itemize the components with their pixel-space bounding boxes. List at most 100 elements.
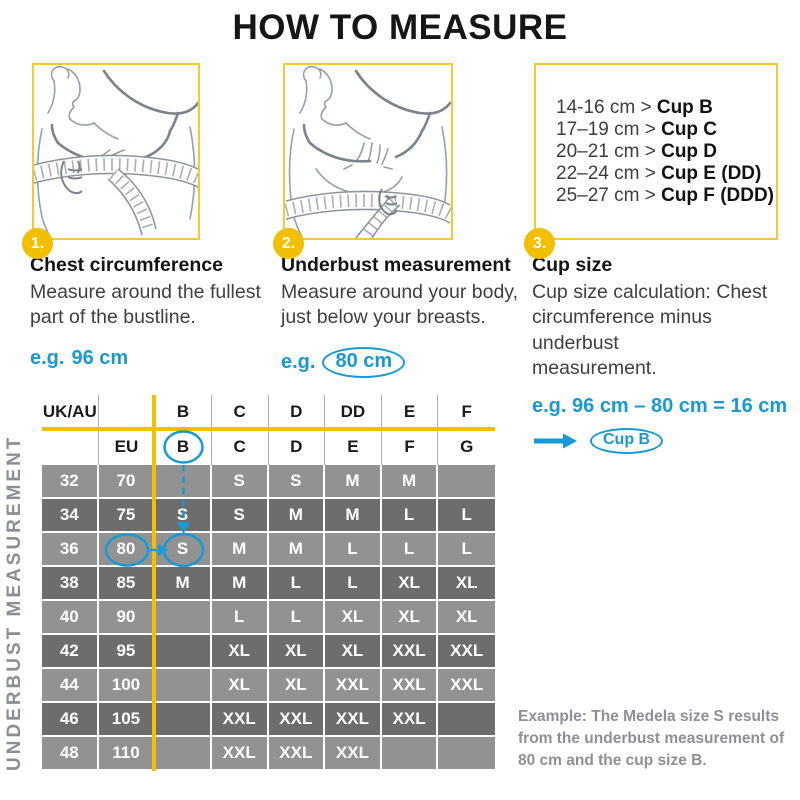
uk-size-cell: 34 bbox=[42, 499, 99, 533]
garment-size-cell: M bbox=[325, 499, 382, 533]
garment-size-cell: XXL bbox=[438, 635, 495, 669]
example-note: Example: The Medela size S results from … bbox=[518, 708, 785, 770]
garment-size-cell bbox=[155, 465, 212, 499]
garment-size-cell: XL bbox=[211, 669, 269, 703]
garment-size-cell: XL bbox=[438, 601, 495, 635]
garment-size-cell: XL bbox=[325, 601, 382, 635]
uk-size-cell: 42 bbox=[42, 635, 99, 669]
empty-header-cell bbox=[98, 395, 156, 429]
step-2-text: Underbust measurement Measure around you… bbox=[281, 254, 533, 378]
example-prefix: e.g. bbox=[281, 350, 316, 373]
step-2-heading: Underbust measurement bbox=[281, 254, 511, 276]
uk-cup-header-cell: B bbox=[155, 395, 212, 429]
garment-size-cell: M bbox=[325, 465, 382, 499]
cup-conversion-list: 14-16 cm > Cup B 17–19 cm > Cup C 20–21 cm… bbox=[556, 97, 776, 207]
garment-size-cell: M bbox=[155, 567, 212, 601]
eu-cup-header-cell: E bbox=[325, 429, 382, 465]
chest-measurement-illustration bbox=[34, 65, 198, 238]
eu-size-cell: 95 bbox=[98, 635, 156, 669]
cup-conversion-item: 20–21 cm > Cup D bbox=[556, 140, 718, 162]
garment-size-cell: L bbox=[438, 533, 495, 567]
example-prefix: e.g. bbox=[30, 346, 65, 369]
garment-size-cell: XXL bbox=[381, 669, 439, 703]
uk-size-cell: 44 bbox=[42, 669, 99, 703]
eu-cup-header-cell: B bbox=[155, 429, 212, 465]
garment-size-cell: M bbox=[268, 533, 326, 567]
garment-size-cell: L bbox=[211, 601, 269, 635]
step-1-example: e.g. 96 cm bbox=[30, 347, 280, 370]
garment-size-cell: XL bbox=[381, 601, 439, 635]
eu-size-cell: 80 bbox=[98, 533, 156, 567]
uk-size-cell: 40 bbox=[42, 601, 99, 635]
underbust-illustration-box bbox=[283, 63, 453, 240]
garment-size-cell: XXL bbox=[325, 737, 382, 771]
garment-size-cell bbox=[381, 737, 439, 771]
step-1-badge: 1. bbox=[22, 228, 53, 259]
yellow-vertical-line bbox=[152, 395, 156, 771]
garment-size-cell: XL bbox=[381, 567, 439, 601]
garment-size-cell: S bbox=[268, 465, 326, 499]
empty-header-cell bbox=[42, 429, 99, 465]
step-1-text: Chest circumference Measure around the f… bbox=[30, 254, 280, 370]
garment-size-cell: M bbox=[211, 533, 269, 567]
garment-size-cell: XXL bbox=[268, 703, 326, 737]
eu-size-cell: 75 bbox=[98, 499, 156, 533]
uk-size-cell: 32 bbox=[42, 465, 99, 499]
garment-size-cell: S bbox=[211, 465, 269, 499]
cup-conversion-item: 14-16 cm > Cup B bbox=[556, 96, 713, 118]
eu-cup-header-cell: F bbox=[381, 429, 439, 465]
garment-size-cell: XXL bbox=[211, 703, 269, 737]
step-2-body: Measure around your body, just below you… bbox=[281, 281, 519, 329]
eu-cup-header-cell: G bbox=[438, 429, 495, 465]
cup-size-formula: e.g. 96 cm – 80 cm = 16 cm bbox=[532, 395, 788, 418]
garment-size-cell bbox=[155, 635, 212, 669]
right-arrow-icon bbox=[534, 433, 577, 449]
uk-cup-header-cell: DD bbox=[325, 395, 382, 429]
garment-size-cell: S bbox=[155, 499, 212, 533]
page-title: HOW TO MEASURE bbox=[232, 8, 568, 47]
underbust-measurement-illustration bbox=[285, 65, 451, 238]
garment-size-cell: XL bbox=[438, 567, 495, 601]
underbust-example-value-circled: 80 cm bbox=[322, 346, 406, 378]
garment-size-cell: XXL bbox=[325, 669, 382, 703]
garment-size-cell bbox=[438, 465, 495, 499]
garment-size-cell: L bbox=[325, 533, 382, 567]
step-3-body: Cup size calculation: Chest circumferenc… bbox=[532, 281, 768, 380]
uk-cup-header-cell: D bbox=[268, 395, 326, 429]
garment-size-cell: M bbox=[268, 499, 326, 533]
cup-conversion-item: 17–19 cm > Cup C bbox=[556, 118, 718, 140]
uk-size-cell: 36 bbox=[42, 533, 99, 567]
uk-size-cell: 38 bbox=[42, 567, 99, 601]
uk-cup-header-cell: C bbox=[211, 395, 269, 429]
eu-size-cell: 90 bbox=[98, 601, 156, 635]
garment-size-cell: S bbox=[211, 499, 269, 533]
eu-cup-header-cell: D bbox=[268, 429, 326, 465]
eu-size-cell: 110 bbox=[98, 737, 156, 771]
chest-example-value: 96 cm bbox=[71, 346, 129, 369]
garment-size-cell bbox=[155, 669, 212, 703]
size-table: UK/AU B C D DD E F EU B C D E F G 32 70 S S M M 34 75 S S M M L L 36… bbox=[42, 395, 495, 771]
uk-au-header-label: UK/AU bbox=[42, 395, 99, 429]
garment-size-cell bbox=[155, 601, 212, 635]
garment-size-cell: S bbox=[155, 533, 212, 567]
garment-size-cell: L bbox=[325, 567, 382, 601]
step-3-heading: Cup size bbox=[532, 254, 613, 276]
garment-size-cell: XL bbox=[268, 635, 326, 669]
yellow-horizontal-line bbox=[42, 427, 495, 431]
step-3-text: Cup size Cup size calculation: Chest cir… bbox=[532, 254, 794, 455]
garment-size-cell: M bbox=[211, 567, 269, 601]
underbust-axis-label: UNDERBUST MEASUREMENT bbox=[4, 434, 25, 771]
eu-header-label: EU bbox=[98, 429, 156, 465]
chest-illustration-box bbox=[32, 63, 200, 240]
step-2-badge: 2. bbox=[273, 228, 304, 259]
uk-size-cell: 48 bbox=[42, 737, 99, 771]
garment-size-cell: L bbox=[381, 533, 439, 567]
step-3-badge: 3. bbox=[524, 228, 555, 259]
eu-size-cell: 70 bbox=[98, 465, 156, 499]
cup-conversion-item: 25–27 cm > Cup F (DDD) bbox=[556, 184, 775, 206]
uk-size-cell: 46 bbox=[42, 703, 99, 737]
uk-cup-header-cell: E bbox=[381, 395, 439, 429]
garment-size-cell bbox=[438, 703, 495, 737]
eu-size-cell: 105 bbox=[98, 703, 156, 737]
garment-size-cell: XXL bbox=[381, 703, 439, 737]
